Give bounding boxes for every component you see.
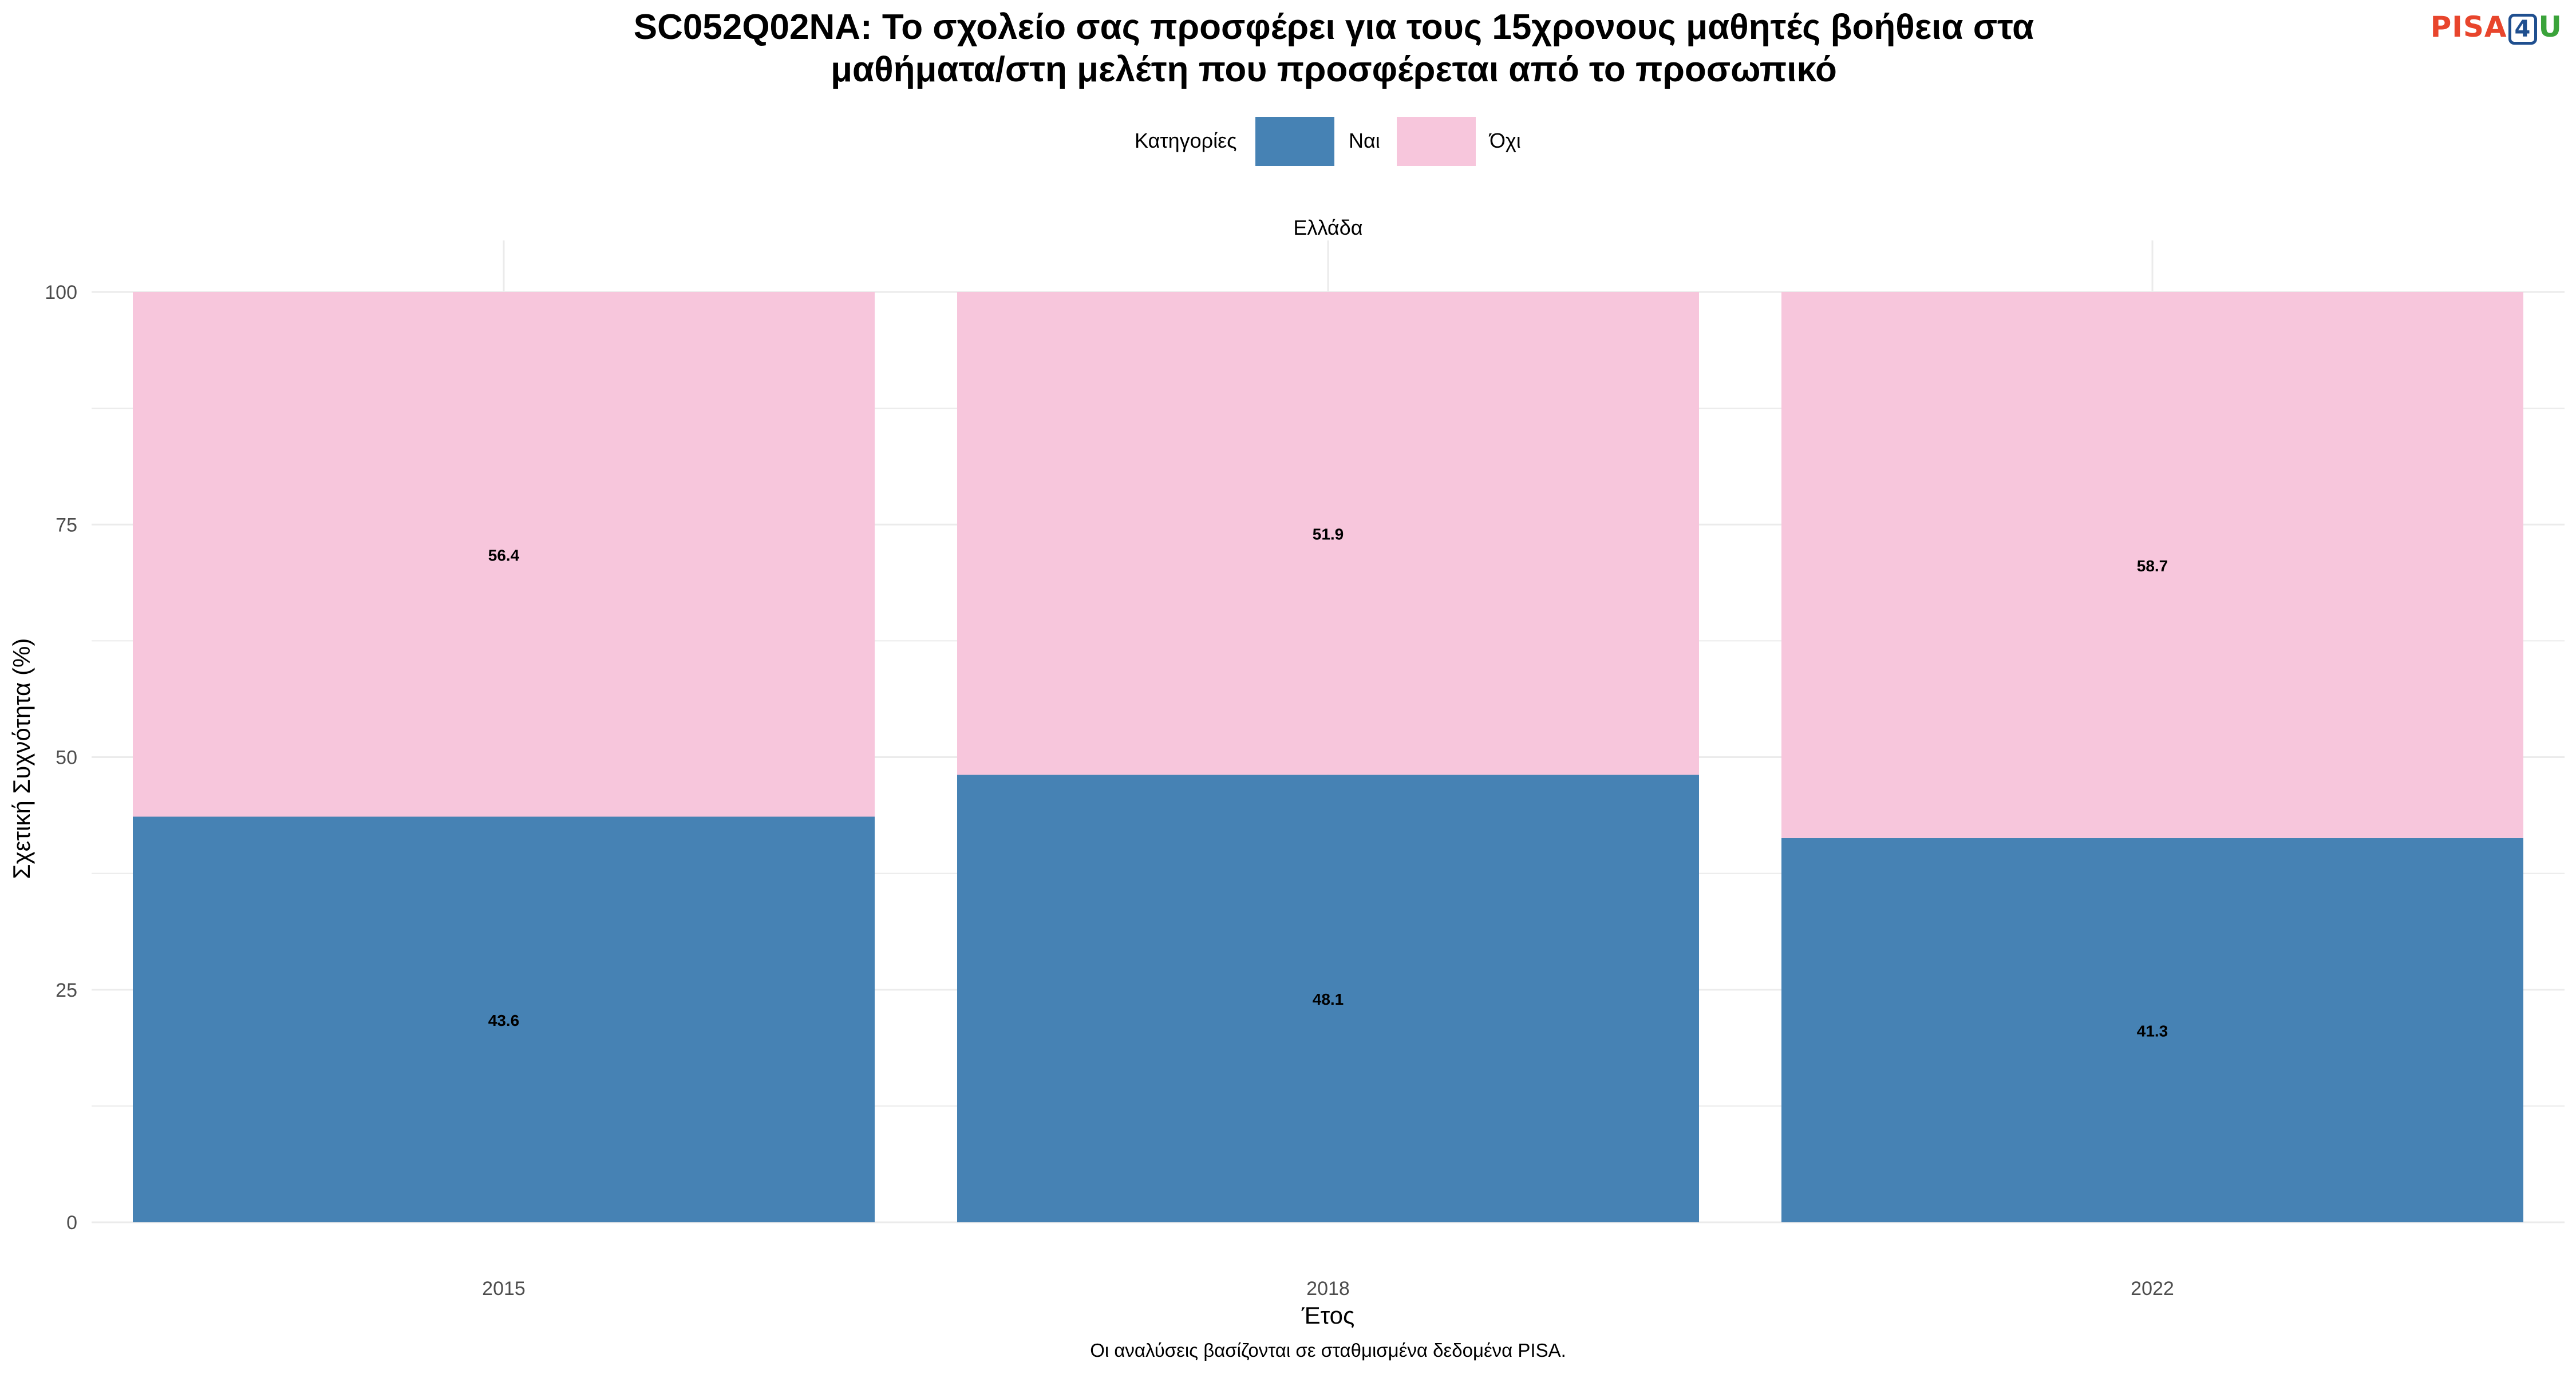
y-tick-label: 50: [56, 747, 77, 769]
logo-text: PISA: [2430, 10, 2507, 44]
x-tick-label: 2015: [482, 1278, 526, 1300]
y-tick-label: 0: [66, 1212, 77, 1234]
x-axis-label: Έτος: [1301, 1302, 1355, 1329]
x-tick-label: 2022: [2131, 1278, 2174, 1300]
legend-title: Κατηγορίες: [1135, 129, 1237, 152]
bar-2022-series-0: [1781, 838, 2523, 1222]
data-label-2022-series-0: 41.3: [2137, 1022, 2168, 1040]
chart-title-line1: SC052Q02NA: Το σχολείο σας προσφέρει για…: [634, 7, 2034, 47]
y-axis-ticks: 0 25 50 75 100: [45, 282, 77, 1234]
pisa4u-logo: PISA 4 U: [2431, 10, 2562, 45]
data-label-2018-series-0: 48.1: [1313, 990, 1344, 1008]
logo-number: 4: [2508, 14, 2538, 45]
caption: Οι αναλύσεις βασίζονται σε σταθμισμένα δ…: [1090, 1340, 1566, 1361]
data-label-2015-series-0: 43.6: [488, 1012, 520, 1029]
bar-2018-series-1: [957, 292, 1699, 775]
y-tick-label: 75: [56, 514, 77, 536]
y-tick-label: 25: [56, 980, 77, 1001]
chart-title-line2: μαθήματα/στη μελέτη που προσφέρεται από …: [831, 50, 1837, 89]
bar-2018-series-0: [957, 775, 1699, 1222]
data-label-2015-series-1: 56.4: [488, 546, 520, 564]
legend-label-nai: Ναι: [1349, 129, 1380, 152]
legend-key-nai: [1255, 117, 1334, 166]
y-axis-label: Σχετική Συχνότητα (%): [8, 638, 35, 879]
legend: Κατηγορίες Ναι Όχι: [1135, 117, 1521, 166]
legend-key-ochi: [1397, 117, 1476, 166]
facet-label: Ελλάδα: [1293, 216, 1362, 239]
logo-letter: U: [2538, 10, 2562, 44]
bars: [133, 292, 2523, 1222]
bar-2015-series-0: [133, 816, 875, 1222]
x-axis-ticks: 2015 2018 2022: [482, 1278, 2174, 1300]
data-label-2018-series-1: 51.9: [1313, 526, 1344, 543]
x-tick-label: 2018: [1306, 1278, 1350, 1300]
legend-label-ochi: Όχι: [1488, 129, 1521, 152]
y-tick-label: 100: [45, 282, 77, 303]
data-label-2022-series-1: 58.7: [2137, 557, 2168, 575]
bar-labels: 43.6 56.4 48.1 51.9 41.3 58.7: [488, 526, 2168, 1040]
bar-2022-series-1: [1781, 292, 2523, 838]
bar-2015-series-1: [133, 292, 875, 817]
